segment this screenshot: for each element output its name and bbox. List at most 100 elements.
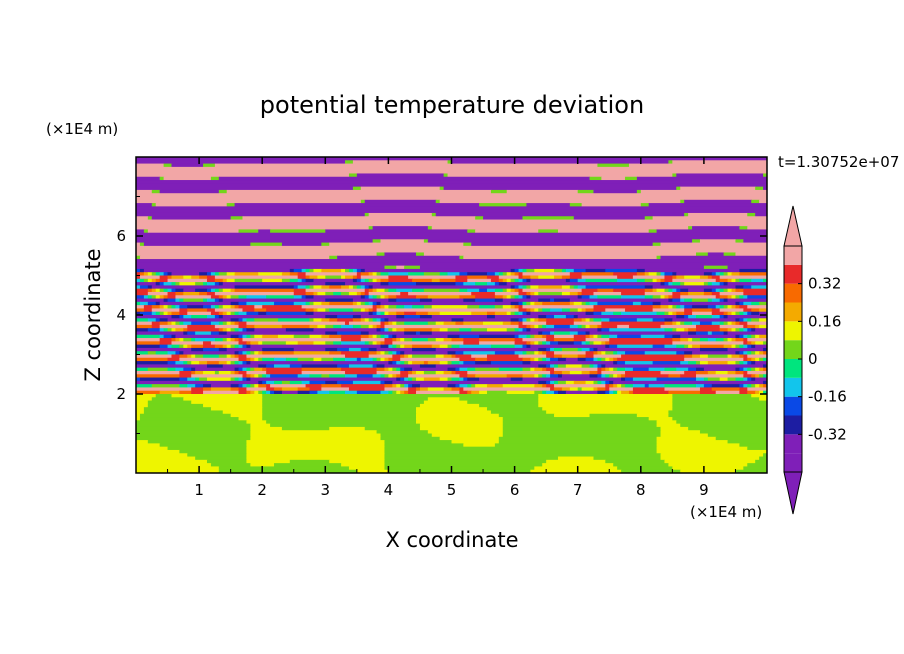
field-cell <box>739 311 744 316</box>
field-cell <box>660 456 760 461</box>
field-cell <box>652 344 666 349</box>
field-cell <box>581 301 587 306</box>
field-cell <box>652 278 658 283</box>
field-cell <box>719 298 725 303</box>
field-cell <box>187 324 216 329</box>
field-cell <box>404 361 409 365</box>
field-cell <box>743 328 748 333</box>
colorbar-bin <box>784 283 802 303</box>
field-cell <box>747 226 767 231</box>
field-cell <box>735 301 740 306</box>
field-cell <box>703 384 713 389</box>
colorbar-label: -0.32 <box>808 425 847 443</box>
field-cell <box>242 351 248 356</box>
field-cell <box>423 361 429 365</box>
field-cell <box>719 282 725 286</box>
field-cell <box>218 466 350 471</box>
field-cell <box>214 298 220 303</box>
field-cell <box>471 390 480 395</box>
field-cell <box>337 380 354 385</box>
field-cell <box>167 446 248 451</box>
field-cell <box>514 272 520 277</box>
field-cell <box>490 189 508 194</box>
field-cell <box>664 295 669 300</box>
field-cell <box>475 367 500 372</box>
field-cell <box>719 321 725 326</box>
field-cell <box>554 367 599 372</box>
field-cell <box>376 347 413 352</box>
field-cell <box>317 275 326 280</box>
field-cell <box>384 466 535 471</box>
field-cell <box>364 268 512 273</box>
field-cell <box>723 321 729 326</box>
field-cell <box>136 374 180 379</box>
field-cell <box>139 417 240 421</box>
field-cell <box>226 361 232 365</box>
field-cell <box>747 390 756 395</box>
field-cell <box>668 413 767 418</box>
field-cell <box>136 245 767 250</box>
field-cell <box>475 282 488 286</box>
field-cell <box>266 384 271 389</box>
field-cell <box>195 288 208 293</box>
field-cell <box>688 331 697 336</box>
field-cell <box>151 288 157 293</box>
field-cell <box>463 443 496 448</box>
field-cell <box>222 305 232 310</box>
field-cell <box>183 361 188 365</box>
field-cell <box>183 351 236 356</box>
field-cell <box>628 324 662 329</box>
field-cell <box>404 265 421 270</box>
field-cell <box>569 278 579 283</box>
field-cell <box>380 278 389 283</box>
field-cell <box>226 278 236 283</box>
field-cell <box>376 308 520 313</box>
field-cell <box>593 456 662 461</box>
field-cell <box>376 364 386 369</box>
field-cell <box>345 268 350 273</box>
field-cell <box>502 420 658 425</box>
field-cell <box>684 351 693 356</box>
field-cell <box>175 321 180 326</box>
field-cell <box>151 278 157 283</box>
field-cell <box>510 318 520 323</box>
field-cell <box>206 275 216 280</box>
field-cell <box>364 295 370 300</box>
field-cell <box>139 255 330 260</box>
field-cell <box>435 347 539 352</box>
field-cell <box>238 384 244 389</box>
field-cell <box>605 387 610 392</box>
field-cell <box>175 338 180 342</box>
field-cell <box>510 377 524 382</box>
field-cell <box>147 291 169 296</box>
field-cell <box>763 357 767 362</box>
field-cell <box>463 387 551 392</box>
field-cell <box>530 275 539 280</box>
field-cell <box>368 354 393 359</box>
field-cell <box>234 377 240 382</box>
field-cell <box>759 456 767 461</box>
field-cell <box>692 311 713 316</box>
field-cell <box>684 282 705 286</box>
field-cell <box>711 288 717 293</box>
field-cell <box>136 370 180 375</box>
field-cell <box>763 186 767 191</box>
colorbar-bin <box>784 434 802 454</box>
field-cell <box>759 199 767 204</box>
field-cell <box>136 413 141 418</box>
field-cell <box>668 374 681 379</box>
field-cell <box>486 328 508 333</box>
field-cell <box>341 367 378 372</box>
field-cell <box>321 318 330 323</box>
field-cell <box>230 361 236 365</box>
field-cell <box>546 338 555 342</box>
field-cell <box>727 440 767 444</box>
field-cell <box>136 440 149 444</box>
field-cell <box>147 400 192 405</box>
field-cell <box>136 397 153 402</box>
field-cell <box>530 318 535 323</box>
field-cell <box>522 338 547 342</box>
field-cell <box>246 328 255 333</box>
field-cell <box>696 331 709 336</box>
field-cell <box>380 311 386 316</box>
